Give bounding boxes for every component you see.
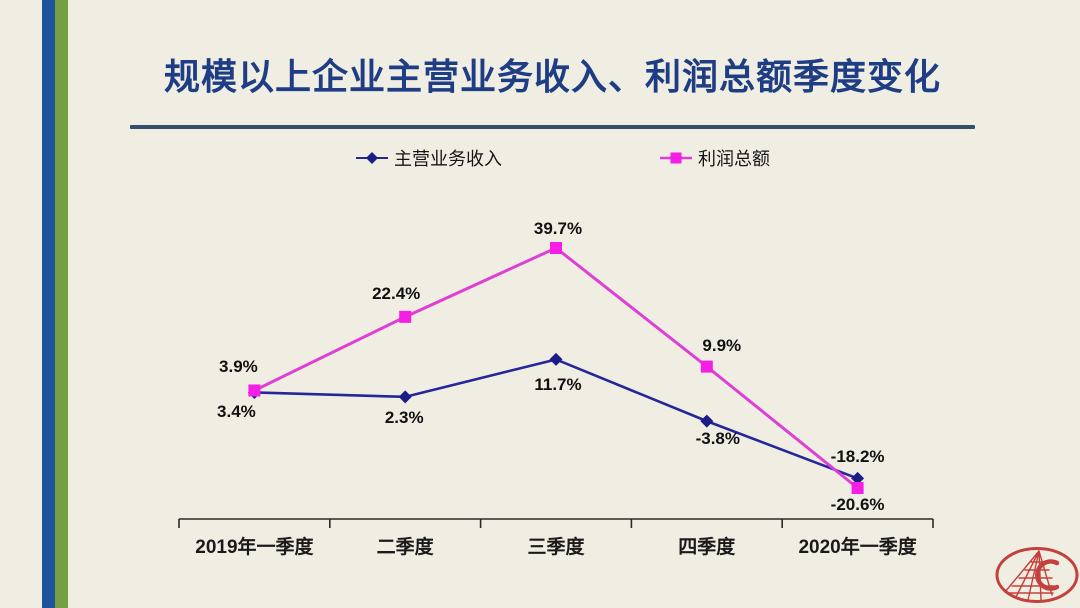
x-axis-label-q2: 二季度: [376, 537, 434, 558]
data-label-profit-q2: 22.4%: [372, 283, 421, 303]
data-label-profit-q4: 9.9%: [702, 335, 742, 355]
x-axis-label-q1-2020: 2020年一季度: [798, 537, 917, 558]
data-label-profit-q1-2020: -20.6%: [830, 494, 885, 514]
left-stripe-green: [55, 0, 68, 608]
x-axis-label-q4: 四季度: [678, 537, 736, 558]
legend-item-total-profit: 利润总额: [660, 148, 770, 169]
marker-square-s1-p1: [399, 310, 412, 323]
data-label-revenue-q1-2020: -18.2%: [830, 447, 885, 467]
x-axis: [178, 518, 934, 528]
title-underline: [130, 125, 975, 129]
data-label-revenue-q4: -3.8%: [695, 429, 741, 449]
marker-square-s1-p0: [248, 384, 261, 397]
legend-item-main-revenue: 主营业务收入: [356, 148, 502, 169]
diamond-marker-icon: [356, 152, 388, 164]
square-marker-icon: [660, 152, 692, 164]
left-stripe-blue: [42, 0, 55, 608]
legend-label-total-profit: 利润总额: [698, 149, 770, 169]
data-label-profit-q3: 39.7%: [533, 218, 583, 238]
marker-square-s1-p3: [700, 360, 713, 373]
data-label-profit-q1-2019: 3.9%: [219, 357, 258, 377]
data-label-revenue-q3: 11.7%: [534, 375, 582, 395]
legend-label-main-revenue: 主营业务收入: [394, 149, 502, 169]
x-axis-label-q1-2019: 2019年一季度: [195, 537, 314, 558]
series-line-1: [253, 246, 859, 490]
marker-square-s1-p4: [851, 481, 864, 494]
x-axis-label-q3: 三季度: [527, 537, 585, 558]
statistics-bureau-logo-icon: [995, 547, 1079, 603]
marker-square-s1-p2: [550, 241, 562, 254]
data-label-revenue-q2: 2.3%: [384, 407, 424, 427]
marker-diamond-s0-p1: [398, 390, 412, 404]
marker-diamond-s0-p3: [700, 414, 714, 428]
data-label-revenue-q1-2019: 3.4%: [217, 402, 256, 422]
marker-diamond-s0-p2: [549, 352, 563, 366]
page-title: 规模以上企业主营业务收入、利润总额季度变化: [163, 56, 941, 97]
marker-diamond-s0-p4: [851, 471, 865, 485]
